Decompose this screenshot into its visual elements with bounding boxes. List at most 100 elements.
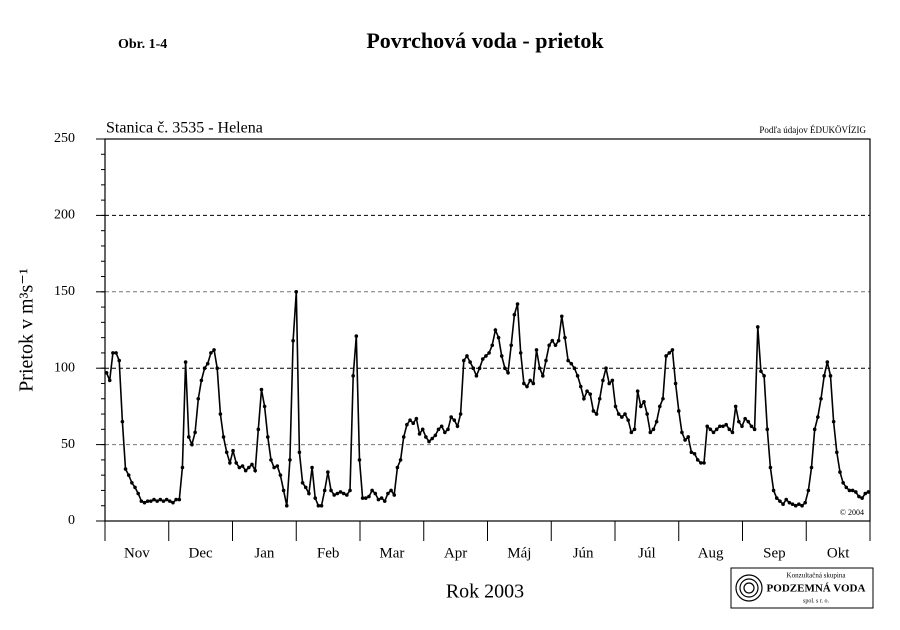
figure-label: Obr. 1-4: [118, 37, 167, 52]
flow-point: [446, 427, 450, 432]
flow-point: [534, 348, 539, 352]
flow-point: [714, 427, 719, 432]
flow-point: [338, 490, 343, 494]
flow-point: [724, 422, 728, 427]
flow-point: [436, 427, 441, 432]
flow-point: [417, 432, 422, 436]
flow-point: [588, 392, 593, 396]
flow-point: [613, 404, 618, 409]
flow-point: [680, 430, 684, 435]
flow-point: [528, 378, 532, 383]
flow-point: [563, 335, 567, 340]
flow-point: [281, 488, 286, 493]
flow-point: [711, 430, 716, 435]
flow-point: [806, 488, 811, 493]
flow-point: [604, 366, 608, 371]
flow-point: [816, 415, 820, 419]
source-note: Podľa údajov ÉDUKÖVÍZIG: [759, 125, 866, 135]
x-tick-label: Jan: [254, 545, 274, 561]
flow-point: [727, 427, 732, 432]
flow-point: [755, 325, 760, 329]
x-tick-label: Jún: [573, 545, 594, 561]
flow-point: [294, 290, 299, 294]
flow-point: [307, 491, 311, 496]
flow-point: [199, 378, 204, 383]
flow-point: [664, 354, 668, 358]
x-tick-label: Sep: [763, 545, 786, 561]
flow-point: [275, 464, 280, 468]
flow-point: [525, 384, 529, 389]
flow-point: [243, 468, 248, 473]
flow-point: [420, 427, 425, 432]
flow-point: [790, 502, 795, 506]
flow-point: [484, 354, 488, 358]
x-tick-label: Dec: [189, 545, 213, 561]
flow-point: [493, 328, 498, 332]
flow-point: [496, 335, 501, 340]
flow-point: [607, 381, 612, 386]
flow-point: [256, 427, 261, 432]
flow-point: [411, 421, 416, 426]
flow-point: [835, 450, 839, 455]
copyright: © 2004: [840, 508, 864, 517]
flow-point: [262, 404, 267, 409]
flow-point: [759, 369, 763, 374]
flow-point: [768, 465, 773, 470]
flow-point: [578, 384, 583, 389]
flow-point: [443, 430, 447, 435]
logo-frame: [730, 567, 874, 609]
flow-point: [449, 415, 453, 419]
flow-point: [183, 360, 188, 364]
flow-point: [774, 496, 779, 500]
flow-point: [692, 451, 697, 456]
flow-point: [237, 465, 242, 470]
flow-point: [272, 465, 276, 470]
flow-point: [120, 419, 125, 424]
flow-point: [164, 497, 169, 502]
flow-point: [398, 458, 403, 462]
flow-point: [601, 378, 605, 383]
flow-point: [107, 378, 112, 383]
flow-point: [139, 499, 144, 503]
flow-point: [553, 343, 558, 348]
flow-point: [648, 430, 653, 435]
flow-point: [117, 358, 122, 363]
y-tick-label: 100: [54, 360, 75, 375]
flow-point: [793, 503, 798, 508]
flow-point: [341, 491, 346, 496]
flow-point: [531, 381, 536, 386]
flow-point: [857, 494, 861, 499]
flow-point: [351, 374, 355, 378]
flow-point: [360, 496, 365, 500]
flow-point: [632, 427, 637, 432]
flow-point: [168, 499, 172, 503]
flow-point: [831, 419, 836, 424]
flow-point: [730, 430, 735, 435]
flow-point: [240, 464, 245, 468]
flow-point: [234, 461, 238, 465]
flow-point: [319, 503, 324, 508]
flow-point: [430, 436, 434, 441]
flow-point: [452, 418, 457, 422]
flow-point: [686, 435, 691, 439]
flow-point: [575, 374, 580, 378]
flow-point: [177, 497, 182, 502]
flow-point: [509, 343, 514, 348]
flow-point: [386, 491, 390, 496]
flow-point: [142, 500, 147, 505]
flow-point: [348, 488, 352, 493]
flow-point: [477, 366, 482, 371]
flow-point: [288, 458, 292, 462]
flow-point: [765, 427, 770, 432]
flow-point: [866, 490, 871, 494]
x-tick-label: Júl: [638, 545, 656, 561]
flow-point: [332, 493, 336, 497]
flow-point: [566, 358, 570, 363]
flow-point: [582, 396, 586, 401]
flow-point: [559, 314, 564, 319]
flow-point: [737, 419, 741, 424]
x-tick-label: Aug: [698, 545, 724, 561]
x-tick-label: Feb: [317, 545, 340, 561]
flow-point: [629, 430, 634, 435]
flow-point: [174, 497, 178, 502]
